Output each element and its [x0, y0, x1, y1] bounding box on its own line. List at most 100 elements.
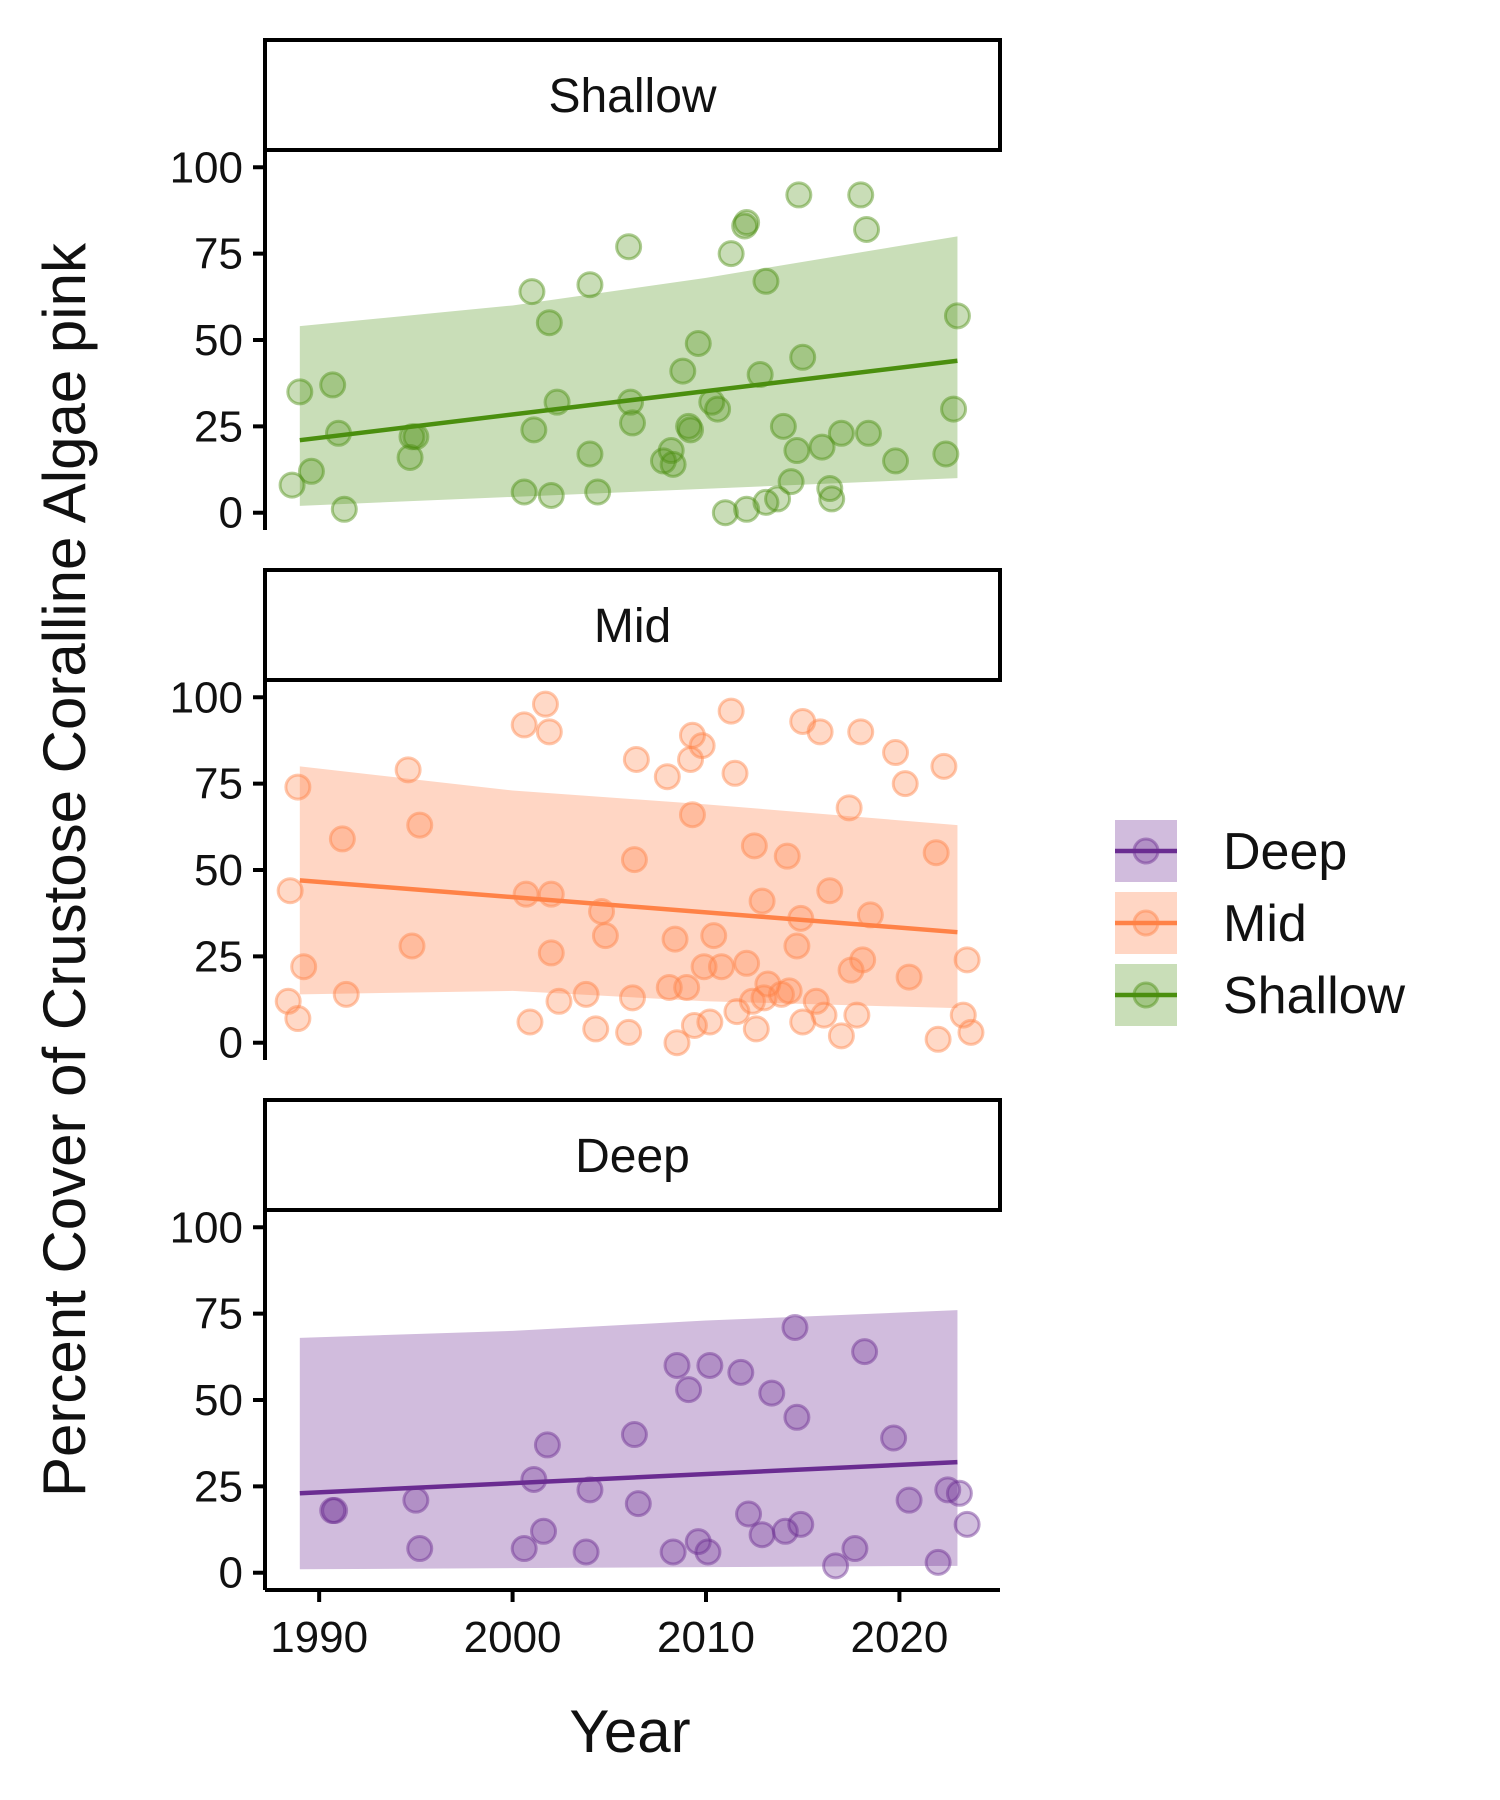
point-mid-14: [535, 718, 563, 746]
point-mid-39: [707, 953, 735, 981]
point-mid-40: [717, 697, 745, 725]
point-mid-27: [655, 973, 683, 1001]
ribbon-mid: [299, 766, 958, 1009]
point-deep-14: [675, 1376, 703, 1404]
point-mid-57: [802, 987, 830, 1015]
point-shallow-15: [576, 440, 604, 468]
point-mid-41: [721, 759, 749, 787]
point-deep-3: [406, 1535, 434, 1563]
point-deep-15: [684, 1528, 712, 1556]
point-mid-36: [690, 953, 718, 981]
point-mid-46: [742, 1015, 770, 1043]
point-shallow-2: [297, 457, 325, 485]
y-tick-label-deep-50: 50: [194, 1376, 243, 1425]
point-shallow-6: [396, 443, 424, 471]
point-shallow-37: [752, 488, 780, 516]
y-tick-label-mid-100: 100: [170, 673, 243, 722]
legend-point-deep: [1132, 837, 1160, 865]
point-mid-55: [789, 707, 817, 735]
trend-line-shallow: [299, 358, 958, 443]
point-mid-5: [328, 825, 356, 853]
legend-point-mid: [1132, 909, 1160, 937]
point-mid-35: [688, 732, 716, 760]
point-shallow-39: [769, 412, 797, 440]
point-deep-6: [530, 1517, 558, 1545]
point-shallow-10: [518, 278, 546, 306]
point-shallow-29: [704, 395, 732, 423]
point-mid-42: [723, 998, 751, 1026]
point-shallow-24: [669, 357, 697, 385]
strip-deep: [263, 1098, 1002, 1212]
point-mid-53: [783, 932, 811, 960]
point-deep-22: [771, 1517, 799, 1545]
point-mid-26: [653, 763, 681, 791]
point-shallow-50: [854, 419, 882, 447]
point-shallow-45: [816, 475, 844, 503]
point-mid-23: [619, 984, 646, 1012]
point-mid-18: [572, 980, 600, 1008]
point-mid-16: [537, 939, 565, 967]
point-shallow-40: [777, 468, 805, 496]
point-mid-22: [615, 1018, 643, 1046]
point-mid-9: [406, 811, 434, 839]
y-axis-title: Percent Cover of Crustose Coralline Alga…: [31, 242, 98, 1497]
point-mid-6: [332, 980, 360, 1008]
point-shallow-3: [319, 371, 347, 399]
y-tick-label-mid-0: 0: [219, 1019, 243, 1068]
point-mid-73: [930, 752, 958, 780]
point-mid-10: [510, 711, 538, 739]
point-mid-65: [847, 718, 875, 746]
point-shallow-1: [286, 378, 314, 406]
point-shallow-51: [882, 447, 910, 475]
point-shallow-26: [677, 416, 705, 444]
point-shallow-0: [278, 471, 306, 499]
point-deep-1: [321, 1497, 349, 1525]
point-deep-4: [510, 1535, 538, 1563]
point-shallow-38: [764, 485, 792, 513]
y-tick-label-deep-25: 25: [194, 1462, 243, 1511]
point-mid-69: [891, 770, 919, 798]
point-deep-10: [620, 1421, 648, 1449]
point-mid-19: [582, 1015, 610, 1043]
point-mid-37: [696, 1008, 724, 1036]
point-deep-34: [953, 1510, 981, 1538]
point-deep-7: [533, 1431, 561, 1459]
point-mid-59: [810, 1001, 838, 1029]
y-tick-label-deep-100: 100: [170, 1203, 243, 1252]
point-mid-32: [678, 801, 706, 829]
point-deep-32: [934, 1476, 962, 1504]
point-mid-2: [284, 773, 312, 801]
point-mid-72: [924, 1025, 952, 1053]
point-mid-38: [700, 922, 728, 950]
point-mid-43: [733, 949, 761, 977]
y-tick-label-deep-75: 75: [194, 1290, 243, 1339]
point-deep-24: [783, 1403, 811, 1431]
point-shallow-34: [733, 495, 761, 523]
point-mid-70: [895, 963, 923, 991]
point-shallow-30: [711, 499, 739, 527]
point-mid-52: [775, 977, 803, 1005]
point-shallow-13: [537, 481, 565, 509]
point-shallow-54: [943, 302, 971, 330]
point-shallow-33: [733, 209, 761, 237]
point-mid-0: [274, 987, 302, 1015]
point-shallow-22: [657, 437, 685, 465]
y-tick-label-shallow-25: 25: [194, 402, 243, 451]
point-deep-26: [822, 1552, 850, 1580]
ribbon-deep: [299, 1310, 958, 1570]
point-mid-56: [789, 1008, 817, 1036]
panels: Shallow 0 25 50 75 100 Mid 0 25 50 75 100 Deep 0 25 50 7…: [170, 38, 1002, 1598]
legend-label-shallow: Shallow: [1223, 967, 1406, 1025]
point-shallow-47: [827, 419, 855, 447]
point-shallow-44: [808, 433, 836, 461]
point-shallow-17: [584, 478, 612, 506]
point-mid-75: [953, 946, 981, 974]
panel-mid: Mid 0 25 50 75 100: [170, 568, 1002, 1068]
trend-line-deep: [299, 1459, 958, 1496]
legend-point-shallow: [1132, 981, 1160, 1009]
point-mid-1: [276, 877, 304, 905]
point-shallow-48: [847, 181, 875, 209]
point-mid-25: [622, 745, 650, 773]
point-shallow-41: [783, 437, 811, 465]
point-shallow-52: [932, 440, 960, 468]
